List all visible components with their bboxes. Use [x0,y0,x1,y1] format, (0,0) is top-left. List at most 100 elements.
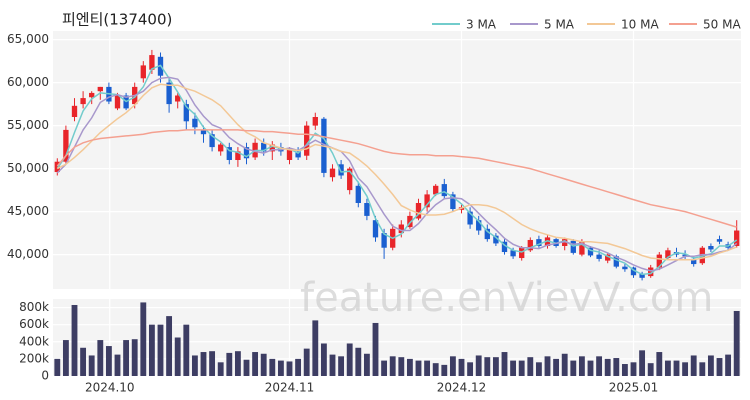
watermark: feature.enVievV.com [300,275,713,321]
candle-body [304,125,310,156]
y-tick-label: 200k [19,351,49,365]
volume-bar [269,358,276,376]
volume-bar [286,361,293,376]
candle-body [286,149,293,160]
candle-body [622,266,628,270]
candle-body [716,239,723,242]
volume-bar [209,351,216,376]
volume-bar [226,352,233,376]
chart-title: 피엔티(137400) [62,11,172,29]
volume-bar [329,354,336,376]
candle-body [269,144,275,152]
candle-body [372,220,379,238]
candle-body [613,256,619,267]
volume-bar [458,358,465,376]
volume-bar [80,347,87,376]
candle-body [192,118,198,128]
volume-bar [510,360,517,376]
volume-bar [518,360,525,376]
volume-bar [484,357,491,376]
candle-body [209,134,215,148]
volume-bar [114,354,121,376]
volume-bar [62,340,69,376]
candle-body [648,267,654,277]
volume-bar [389,356,396,376]
price-plot-area [53,31,741,289]
volume-bar [707,355,714,376]
volume-bar [690,355,697,376]
candle-body [501,241,508,253]
volume-bar [363,353,370,376]
volume-bar [656,352,663,376]
candle-body [519,247,525,259]
volume-bar [320,343,327,376]
volume-bar [449,356,456,376]
volume-bar [467,362,474,376]
candle-body [527,239,533,251]
candle-body [114,95,121,109]
volume-bar [570,360,577,376]
volume-bar [398,357,405,376]
candle-body [699,247,705,264]
candle-body [536,239,542,246]
volume-bar [157,324,164,376]
y-tick-label: 45,000 [7,204,49,218]
candle-body [235,151,241,160]
volume-bar [234,351,241,376]
candle-body [682,254,688,257]
candle-body [295,151,301,158]
volume-bar [587,360,594,376]
volume-bar [372,322,379,376]
volume-bar [535,362,542,376]
candle-body [441,184,447,197]
legend-label: 50 MA [703,18,741,32]
volume-bar [217,362,224,376]
candle-body [467,211,473,225]
volume-bar [381,360,388,376]
volume-bar [424,360,431,376]
volume-bar [544,356,551,376]
candle-body [484,228,490,240]
volume-bar [174,337,181,376]
volume-bar [277,360,284,376]
ma-line [56,83,737,261]
candle-body [338,164,344,176]
candle-body [398,224,404,234]
volume-bar [303,348,310,376]
volume-bar [131,339,138,376]
volume-bar [355,347,362,376]
volume-bar [295,358,302,376]
y-tick-label: 65,000 [7,32,49,46]
legend-label: 3 MA [466,18,497,32]
volume-bar [664,360,671,376]
candle-body [183,104,189,122]
candle-body [544,237,551,246]
ma-line [56,64,738,276]
candle-body [656,254,662,268]
candle-body [149,55,155,70]
candle-body [226,147,232,160]
candle-body [364,203,370,216]
volume-bar [639,350,646,376]
volume-bar [725,354,732,376]
candle-body [243,147,250,159]
candle-body [97,86,103,92]
candle-body [433,185,439,195]
volume-bar [183,324,190,376]
candle-body [510,250,516,257]
candle-body [691,258,697,265]
ma-line [56,76,738,272]
volume-bar [200,352,207,376]
volume-bar [312,320,319,376]
candle-body [381,233,387,248]
x-tick-label: 2024.12 [437,381,487,395]
volume-bar [252,352,259,376]
volume-bar [699,362,706,376]
volume-bar [673,360,680,376]
candle-body [329,168,336,178]
candle-body [200,129,207,135]
volume-bar [647,363,654,376]
candle-body [493,235,499,244]
candle-body [450,194,456,210]
candle-body [261,142,267,152]
